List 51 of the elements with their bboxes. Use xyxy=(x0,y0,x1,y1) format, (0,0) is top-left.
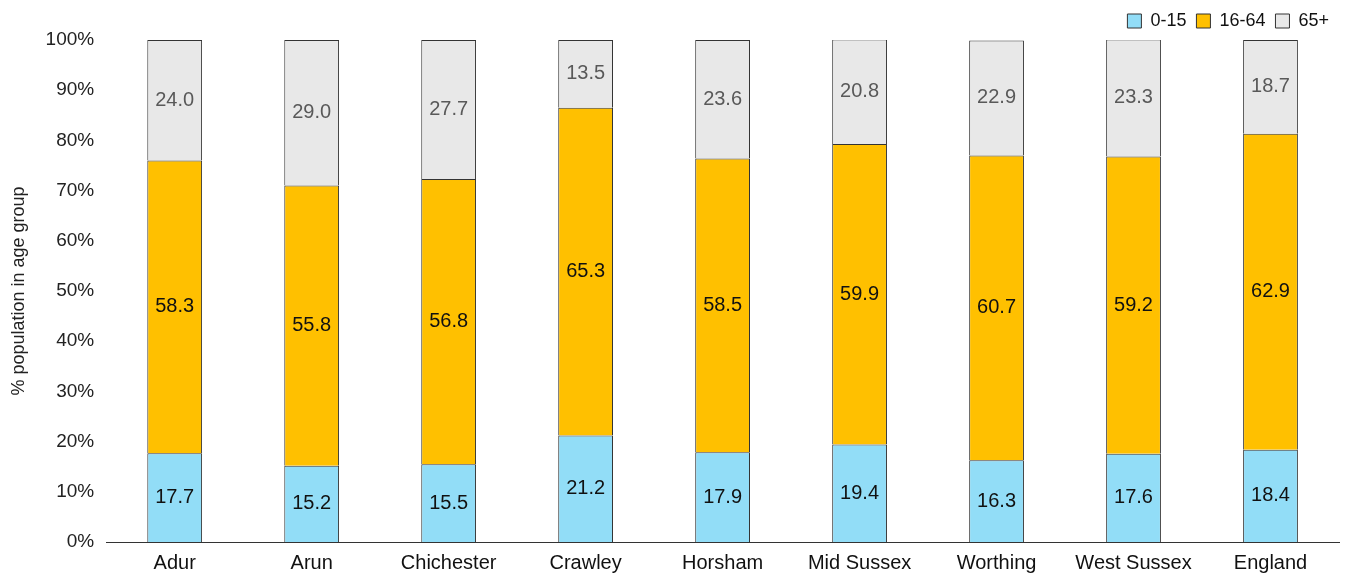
legend-label: 65+ xyxy=(1298,9,1330,30)
data-label: 20.8 xyxy=(840,79,880,102)
data-label: 18.4 xyxy=(1251,483,1290,506)
y-tick-label: 0% xyxy=(66,530,95,552)
data-label: 13.5 xyxy=(566,61,606,84)
y-tick-label: 50% xyxy=(56,279,95,301)
data-label: 56.8 xyxy=(429,309,469,332)
data-label: 17.6 xyxy=(1114,485,1153,508)
data-label: 22.9 xyxy=(977,85,1017,108)
data-label: 21.2 xyxy=(566,476,606,499)
data-label: 17.7 xyxy=(155,485,195,508)
x-tick-label: Mid Sussex xyxy=(807,550,912,573)
data-label: 15.2 xyxy=(292,491,332,514)
data-label: 19.4 xyxy=(840,480,880,503)
y-tick-label: 40% xyxy=(56,329,95,351)
legend-label: 16-64 xyxy=(1219,9,1266,30)
data-label: 59.2 xyxy=(1114,292,1153,315)
y-tick-label: 10% xyxy=(56,480,95,502)
x-tick-label: Chichester xyxy=(400,550,497,573)
data-label: 23.6 xyxy=(703,86,743,109)
data-label: 15.5 xyxy=(429,490,469,513)
y-tick-label: 60% xyxy=(56,229,95,251)
data-label: 23.3 xyxy=(1114,85,1153,108)
y-tick-label: 90% xyxy=(56,78,95,100)
data-label: 29.0 xyxy=(292,100,332,123)
data-label: 27.7 xyxy=(429,97,469,120)
data-label: 58.5 xyxy=(703,292,743,315)
data-label: 58.3 xyxy=(155,294,195,317)
y-tick-label: 20% xyxy=(56,429,95,451)
data-label: 60.7 xyxy=(977,295,1017,318)
y-axis-title: % population in age group xyxy=(7,186,28,396)
legend-label: 0-15 xyxy=(1150,9,1187,30)
y-tick-label: 70% xyxy=(56,178,95,200)
data-label: 59.9 xyxy=(840,281,880,304)
data-label: 18.7 xyxy=(1251,74,1290,97)
data-label: 16.3 xyxy=(977,488,1017,511)
x-tick-label: Crawley xyxy=(549,550,622,573)
y-tick-label: 100% xyxy=(45,28,95,50)
x-tick-label: Worthing xyxy=(956,550,1037,573)
data-label: 24.0 xyxy=(155,87,195,110)
y-tick-label: 30% xyxy=(56,379,95,401)
data-label: 17.9 xyxy=(703,484,743,507)
x-tick-label: Adur xyxy=(153,550,197,573)
x-tick-label: Arun xyxy=(290,550,333,573)
x-tick-label: Horsham xyxy=(682,550,764,573)
y-tick-label: 80% xyxy=(56,128,95,150)
x-tick-label: West Sussex xyxy=(1075,550,1192,573)
data-label: 62.9 xyxy=(1251,279,1290,302)
x-tick-label: England xyxy=(1233,550,1308,573)
data-label: 65.3 xyxy=(566,259,606,282)
data-label: 55.8 xyxy=(292,313,332,336)
